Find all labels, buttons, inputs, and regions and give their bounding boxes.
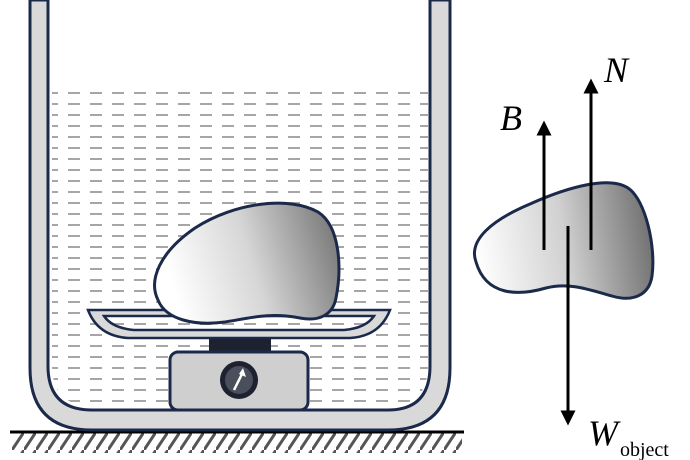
hatched-ground-icon: [12, 433, 462, 453]
scale: [168, 337, 310, 412]
gauge-dial-icon: [220, 361, 258, 399]
normal-force-label: N: [603, 50, 630, 90]
free-body-object: [473, 181, 655, 300]
weight-subscript: object: [620, 439, 669, 460]
free-body-diagram: B N W object: [473, 50, 669, 460]
submerged-object: [153, 201, 341, 325]
scale-tray: [86, 308, 392, 340]
ground: [10, 430, 464, 453]
container-wall: [28, 0, 452, 432]
weight-label: W: [588, 413, 621, 453]
buoyant-force-label: B: [500, 98, 522, 138]
scale-top-plate: [209, 337, 271, 353]
